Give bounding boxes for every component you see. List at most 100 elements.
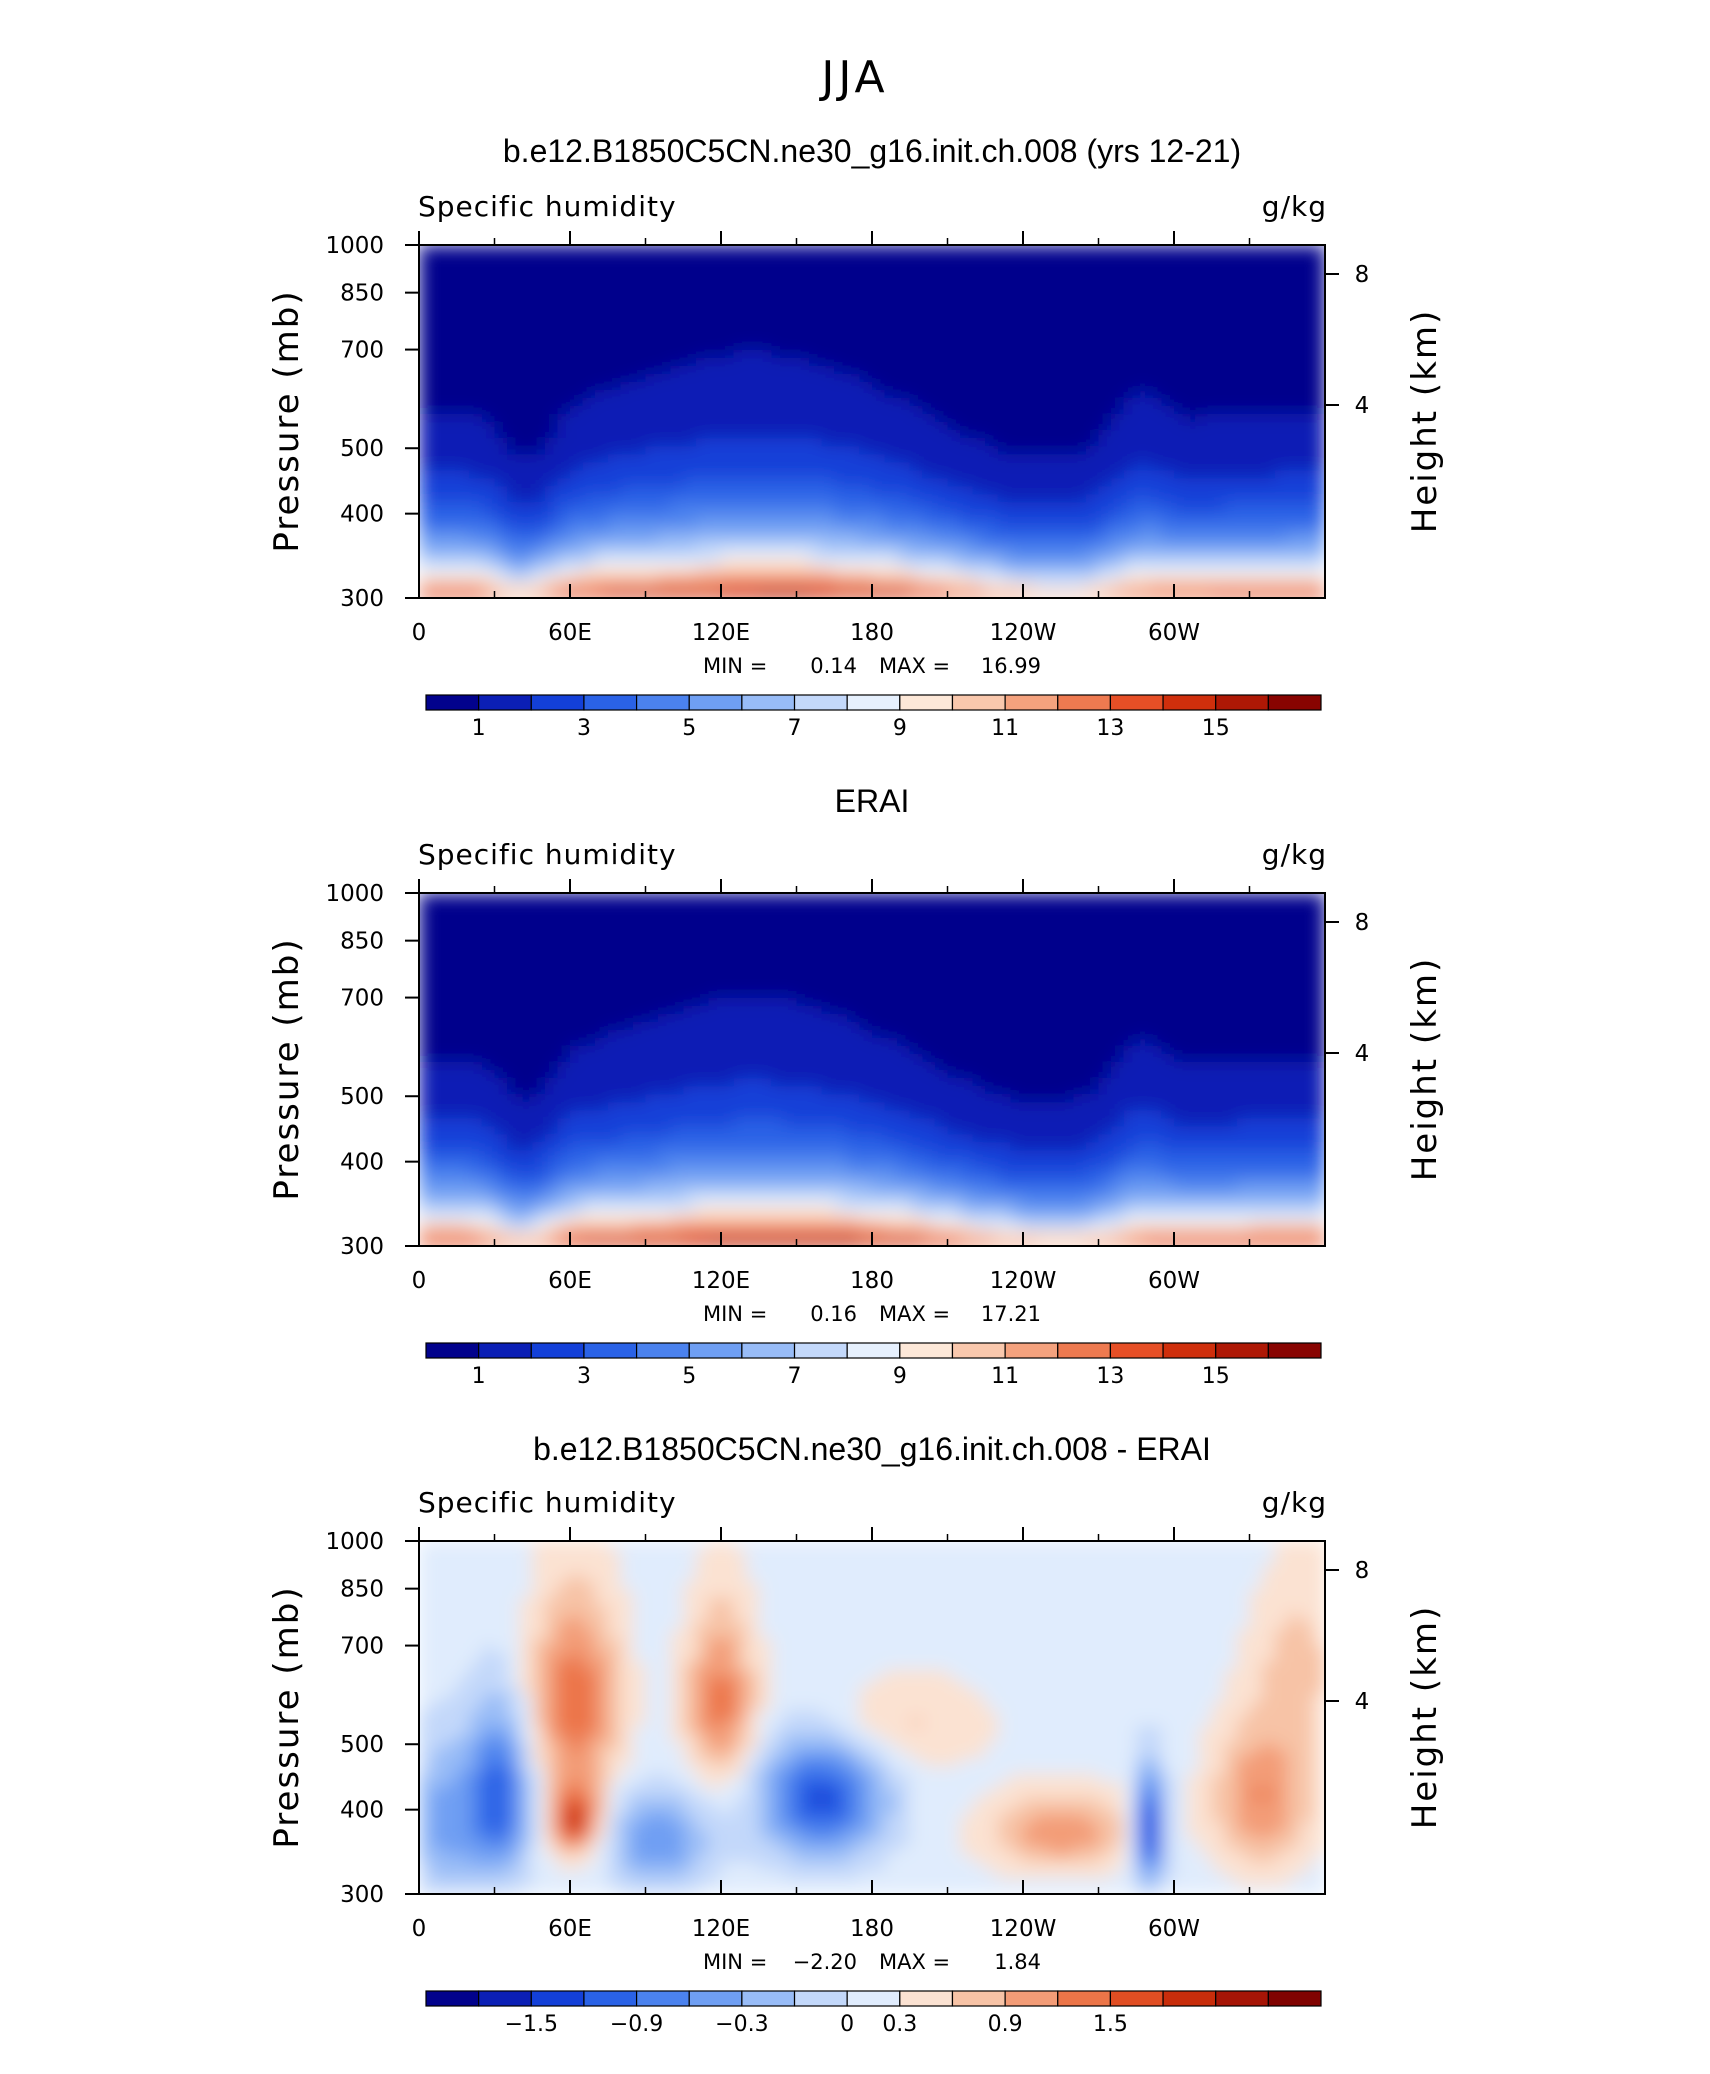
panel-erai: ERAI Specific humidity g/kg Pressure (mb… [267, 783, 1445, 1389]
colorbar-swatch [951, 694, 1006, 711]
colorbar-swatch [530, 694, 585, 711]
panel-model: b.e12.B1850C5CN.ne30_g16.init.ch.008 (yr… [267, 133, 1445, 741]
min-value: −2.20 [793, 1950, 857, 1974]
colorbar-swatch [1162, 1990, 1217, 2007]
colorbar-swatch [583, 694, 638, 711]
y-axis-label: Pressure (mb) [267, 937, 307, 1200]
colorbar-swatch [741, 1342, 796, 1359]
x-tick-label: 180 [850, 1268, 894, 1294]
y-tick-label: 1000 [325, 1529, 384, 1555]
colorbar-swatch [478, 1342, 532, 1359]
max-label: MAX = [879, 654, 950, 678]
max-value: 16.99 [981, 654, 1041, 678]
colorbar-swatch [688, 1342, 743, 1359]
colorbar-swatch [1215, 1990, 1269, 2007]
variable-label: Specific humidity [418, 838, 677, 871]
y-tick-label: 1000 [325, 233, 384, 259]
units-label: g/kg [1262, 838, 1327, 871]
axes: Pressure (mb) Height (km) MIN = 0.16 MAX… [267, 879, 1445, 1326]
colorbar-swatch [1162, 1342, 1217, 1359]
colorbar-swatch [478, 694, 532, 711]
colorbar-swatch [1109, 1342, 1164, 1359]
x-tick-label: 60E [548, 1268, 592, 1294]
colorbar-swatch [478, 1990, 532, 2007]
colorbar-swatch [1215, 1342, 1269, 1359]
y-tick-label: 500 [340, 1732, 384, 1758]
colorbar-swatch [583, 1342, 638, 1359]
colorbar-swatch [846, 694, 901, 711]
y-tick-label: 700 [340, 1634, 384, 1660]
colorbar-tick-label: 7 [788, 716, 802, 741]
y-tick-label: 400 [340, 502, 384, 528]
colorbar-tick-label: 9 [893, 716, 907, 741]
colorbar-tick-label: 9 [893, 1364, 907, 1389]
colorbar-swatch [793, 1990, 848, 2007]
y2-axis-label: Height (km) [1405, 309, 1445, 534]
colorbar-tick-label: 1 [472, 1364, 486, 1389]
colorbar-swatch [951, 1342, 1006, 1359]
colorbar-swatch [1267, 1990, 1322, 2007]
panel-title: ERAI [835, 783, 910, 819]
colorbar-tick-label: 11 [991, 1364, 1019, 1389]
colorbar-tick-label: 13 [1096, 716, 1124, 741]
x-tick-label: 0 [412, 620, 427, 646]
y-tick-label: 400 [340, 1150, 384, 1176]
y-tick-label: 300 [340, 1882, 384, 1908]
colorbar-tick-label: 1.5 [1093, 2012, 1128, 2037]
colorbar-tick-label: 1 [472, 716, 486, 741]
y2-tick-label: 8 [1355, 1558, 1370, 1584]
x-tick-label: 60W [1148, 620, 1200, 646]
panel-title: b.e12.B1850C5CN.ne30_g16.init.ch.008 - E… [533, 1431, 1211, 1467]
y-axis-label: Pressure (mb) [267, 289, 307, 552]
colorbar-swatch [1267, 694, 1322, 711]
plot-field [419, 893, 1325, 1246]
colorbar-swatch [899, 1990, 954, 2007]
colorbar-swatch [425, 1990, 480, 2007]
y2-axis-label: Height (km) [1405, 1605, 1445, 1830]
y-tick-label: 400 [340, 1798, 384, 1824]
plot-field [419, 245, 1325, 598]
colorbar-swatch [635, 1990, 690, 2007]
colorbar-tick-label: 0.9 [988, 2012, 1023, 2037]
x-tick-label: 120W [990, 620, 1057, 646]
colorbar-swatch [1057, 1990, 1112, 2007]
y-axis-label: Pressure (mb) [267, 1585, 307, 1848]
colorbar-swatch [530, 1342, 585, 1359]
x-tick-label: 60E [548, 1916, 592, 1942]
colorbar-tick-label: 11 [991, 716, 1019, 741]
colorbar-swatch [1004, 694, 1059, 711]
colorbar-tick-label: 3 [577, 1364, 591, 1389]
panel-difference: b.e12.B1850C5CN.ne30_g16.init.ch.008 - E… [267, 1431, 1445, 2037]
y-tick-label: 850 [340, 929, 384, 955]
max-value: 17.21 [981, 1302, 1041, 1326]
x-tick-label: 0 [412, 1916, 427, 1942]
colorbar-tick-label: 0 [840, 2012, 854, 2037]
colorbar-swatch [899, 694, 954, 711]
colorbar-swatch [951, 1990, 1006, 2007]
min-label: MIN = [703, 1950, 767, 1974]
max-label: MAX = [879, 1950, 950, 1974]
colorbar-swatch [635, 694, 690, 711]
colorbar-swatch [793, 1342, 848, 1359]
y-tick-label: 500 [340, 436, 384, 462]
colorbar-swatch [1267, 1342, 1322, 1359]
colorbar-swatch [425, 694, 480, 711]
y2-tick-label: 4 [1355, 1689, 1370, 1715]
colorbar: −1.5 −0.9 −0.3 0 0.3 0.9 1.5 [425, 1990, 1322, 2037]
colorbar-tick-label: 15 [1202, 716, 1230, 741]
variable-label: Specific humidity [418, 1486, 677, 1519]
colorbar-swatch [688, 1990, 743, 2007]
figure-title: JJA [818, 52, 888, 103]
y-tick-label: 300 [340, 586, 384, 612]
min-value: 0.14 [810, 654, 857, 678]
y2-axis-label: Height (km) [1405, 957, 1445, 1182]
colorbar-swatch [583, 1990, 638, 2007]
colorbar-swatch [1004, 1990, 1059, 2007]
y-tick-label: 1000 [325, 881, 384, 907]
x-tick-label: 60W [1148, 1916, 1200, 1942]
colorbar-tick-label: 5 [682, 1364, 696, 1389]
x-tick-label: 120E [692, 1268, 750, 1294]
colorbar-swatch [1004, 1342, 1059, 1359]
min-label: MIN = [703, 654, 767, 678]
